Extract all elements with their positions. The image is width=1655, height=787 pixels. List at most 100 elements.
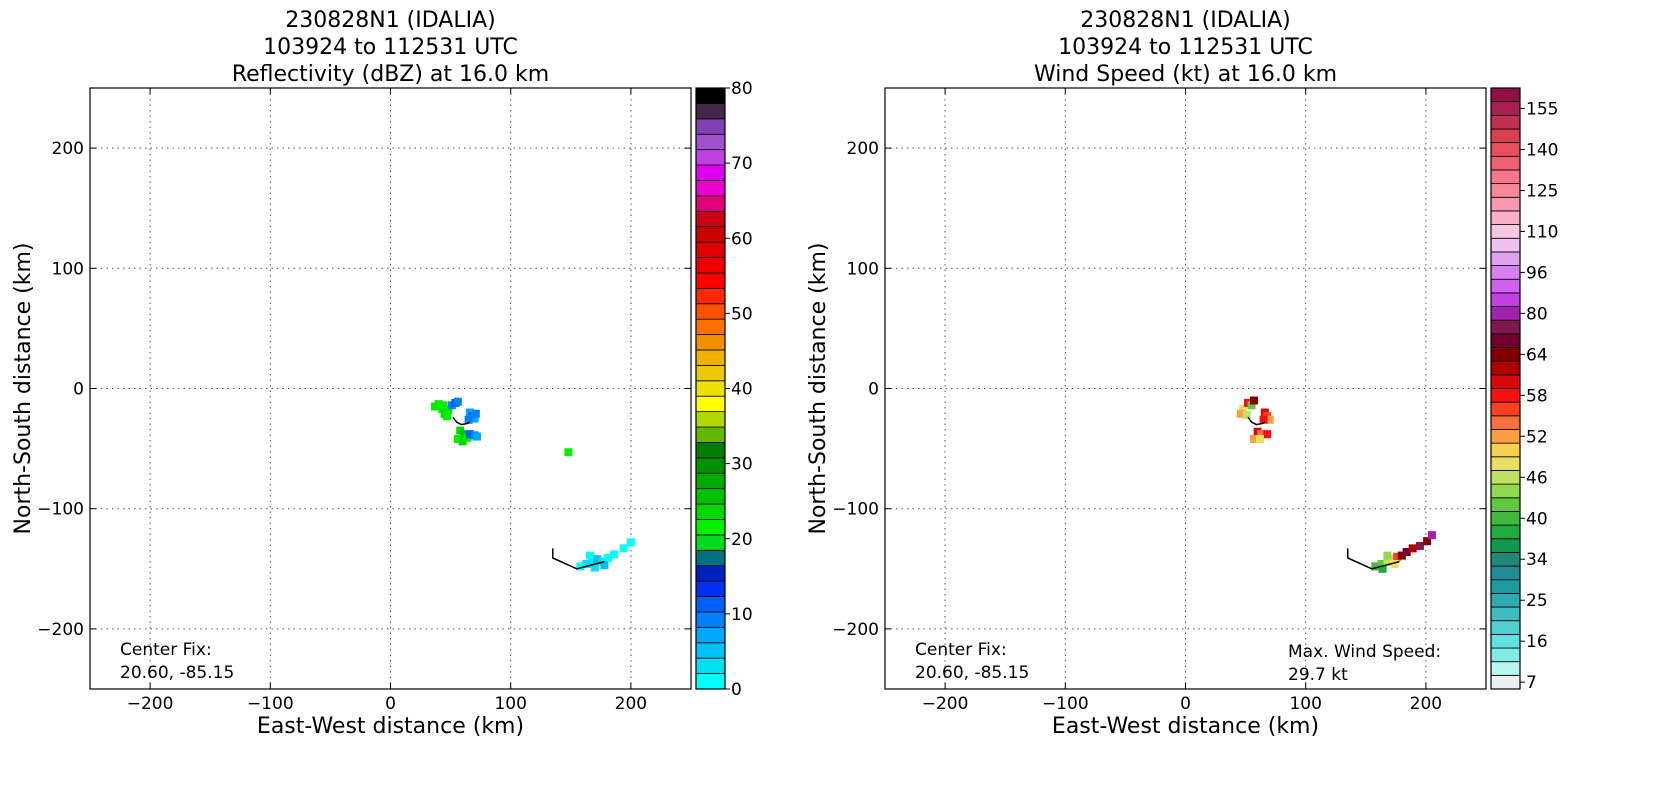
data-echo [470,414,479,423]
colorbar-segment [1490,674,1521,690]
colorbar-segment [1490,155,1521,171]
chart-panel-reflectivity: 230828N1 (IDALIA)103924 to 112531 UTCRef… [11,8,753,739]
colorbar-segment [1490,592,1521,608]
colorbar-segment [695,149,726,166]
chart-title-line: Reflectivity (dBZ) at 16.0 km [232,62,549,87]
colorbar-segment [1490,388,1521,403]
colorbar-segment [1490,128,1521,144]
data-echo [458,437,467,446]
colorbar-segment [1490,524,1521,540]
x-tick-label: 200 [615,694,647,714]
colorbar-segment [695,87,726,104]
data-echo [1378,564,1387,573]
colorbar-segment [1490,142,1521,157]
colorbar-segment [695,673,726,690]
chart-title-line: 230828N1 (IDALIA) [285,8,495,33]
colorbar-segment [695,395,726,413]
data-echo [590,563,599,572]
colorbar-segment [695,257,726,274]
data-echo [1393,552,1402,561]
colorbar-segment [1490,483,1521,499]
colorbar-segment [695,411,726,428]
colorbar-segment [695,349,726,366]
colorbar-segment [695,565,726,582]
chart-title-line: Wind Speed (kt) at 16.0 km [1034,62,1337,87]
colorbar-segment [695,118,726,135]
colorbar-segment [1490,333,1521,348]
colorbar-tick-label: 110 [1526,222,1558,242]
colorbar-tick-label: 40 [731,380,753,400]
data-echo [1250,396,1259,405]
y-axis-label: North-South distance (km) [806,243,831,535]
colorbar-segment [695,442,726,459]
x-tick-label: 0 [1180,694,1191,714]
y-tick-label: −200 [832,620,879,640]
colorbar-tick-label: 60 [731,229,753,249]
colorbar-segment [1490,196,1521,212]
x-tick-label: 200 [1410,694,1442,714]
colorbar-segment [1490,237,1521,253]
colorbar-segment [695,519,726,536]
data-echo [1256,434,1265,443]
data-echo [1263,430,1272,439]
colorbar-segment [1490,87,1521,103]
data-echo [464,415,473,424]
colorbar-tick-label: 80 [731,79,753,99]
colorbar-segment [695,303,726,320]
colorbar-tick-label: 155 [1526,99,1558,119]
max-wind-annotation: Max. Wind Speed: [1288,642,1441,662]
colorbar-segment [695,580,726,597]
colorbar-tick-label: 30 [731,455,753,475]
y-axis-label: North-South distance (km) [11,243,36,535]
data-echo [593,555,602,564]
colorbar-segment [695,549,726,567]
colorbar-tick-label: 7 [1526,673,1537,693]
colorbar-segment [695,472,726,490]
data-echo [619,544,628,553]
colorbar-segment [695,364,726,382]
data-echo [1236,409,1245,418]
colorbar-segment [1490,292,1521,307]
colorbar-segment [695,272,726,289]
data-echo [1402,547,1411,556]
data-echo [564,448,573,457]
colorbar-segment [1490,401,1521,417]
data-echo [588,558,597,567]
colorbar-tick-label: 10 [731,605,753,625]
colorbar-segment [1490,101,1521,116]
data-echo [473,432,482,441]
colorbar-tick-label: 0 [731,680,742,700]
colorbar-segment [1490,306,1521,321]
colorbar-segment [1490,456,1521,471]
colorbar-segment [695,642,726,659]
y-tick-label: 0 [73,380,84,400]
y-tick-label: 100 [52,259,84,279]
data-echo [1383,557,1392,566]
data-echo [604,553,613,562]
center-fix-annotation: 20.60, -85.15 [915,663,1029,683]
y-tick-label: −200 [37,620,84,640]
data-echo [1415,541,1424,550]
y-tick-label: 0 [868,380,879,400]
colorbar-segment [1490,374,1521,389]
colorbar-segment [695,380,726,397]
colorbar-segment [1490,265,1521,280]
colorbar-segment [695,596,726,613]
colorbar-segment [1490,251,1521,266]
colorbar-segment [695,626,726,644]
data-echo [1383,551,1392,560]
x-tick-label: −100 [1042,694,1089,714]
plot-frame [89,87,692,690]
data-echo [610,550,619,559]
colorbar-segment [1490,647,1521,663]
data-echo [434,400,443,409]
y-tick-label: 100 [847,259,879,279]
colorbar-segment [1490,538,1521,553]
colorbar-segment [695,318,726,335]
colorbar-segment [695,503,726,520]
data-echo [1250,434,1259,443]
colorbar-segment [1490,511,1521,526]
colorbar-tick-label: 80 [1526,304,1548,324]
colorbar-tick-label: 20 [731,530,753,550]
